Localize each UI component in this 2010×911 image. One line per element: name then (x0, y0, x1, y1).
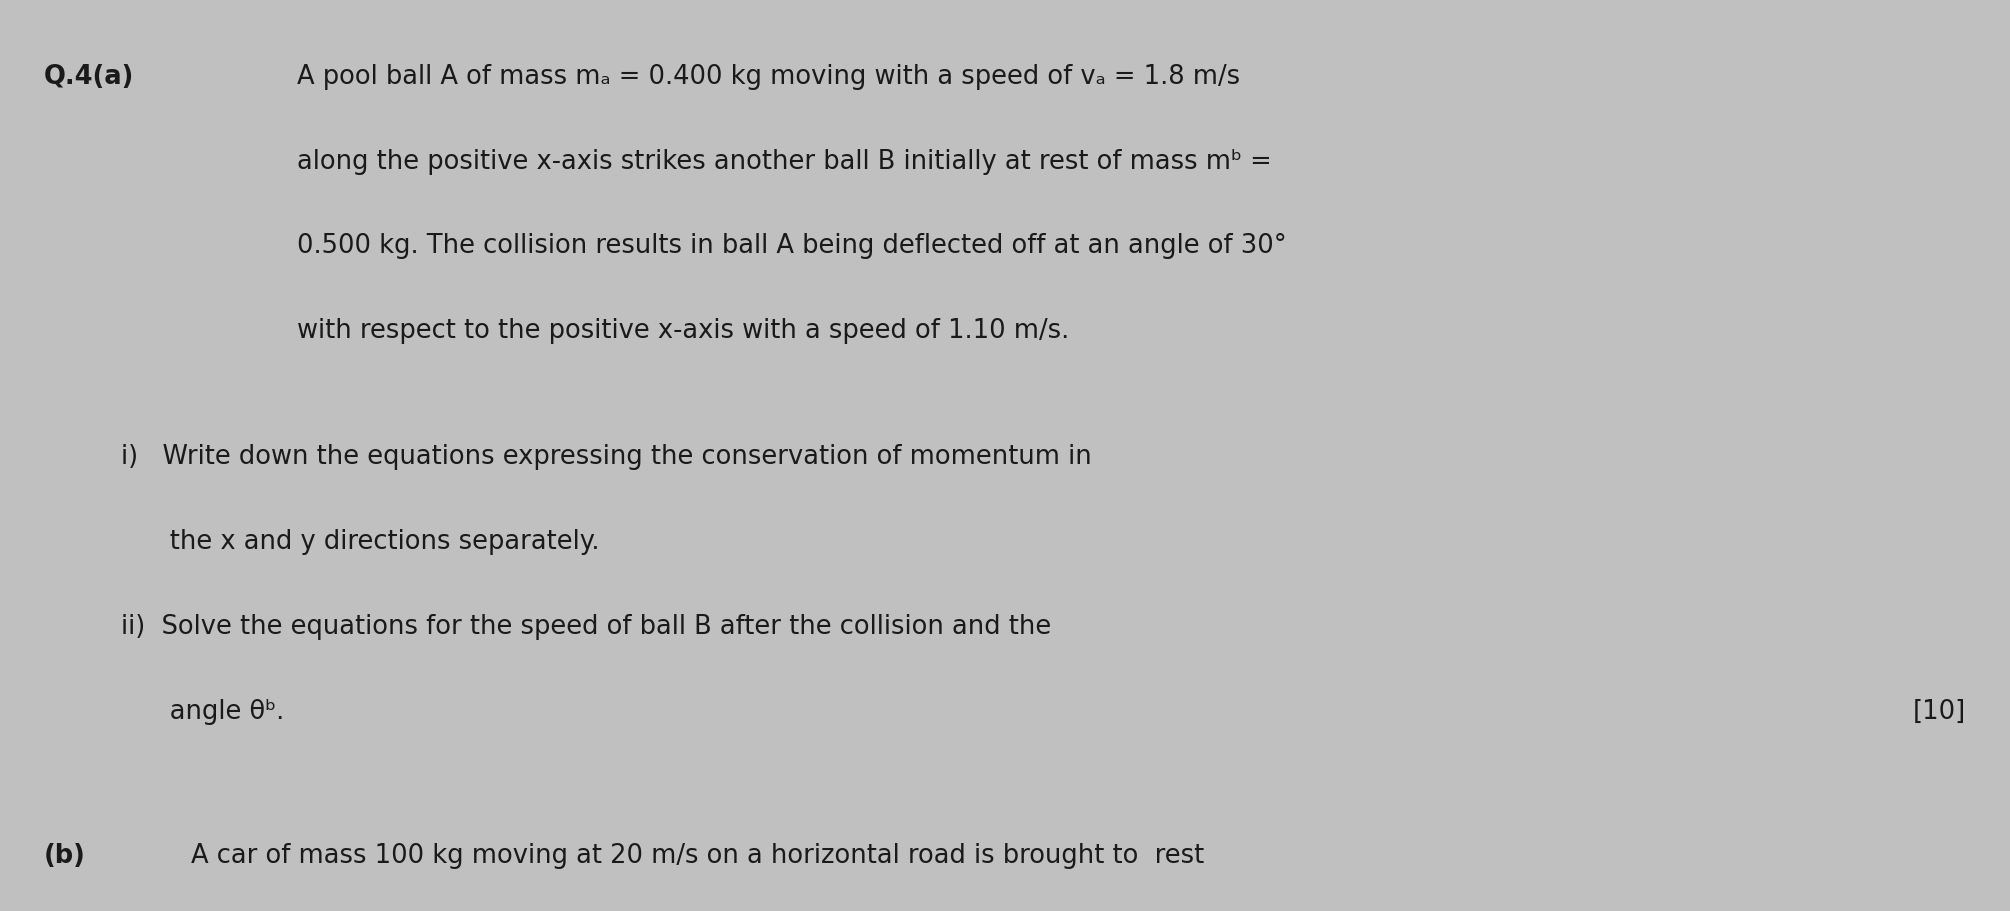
Text: the x and y directions separately.: the x and y directions separately. (121, 528, 599, 555)
Text: 0.500 kg. The collision results in ball A being deflected off at an angle of 30°: 0.500 kg. The collision results in ball … (297, 233, 1286, 260)
Text: with respect to the positive x-axis with a speed of 1.10 m/s.: with respect to the positive x-axis with… (297, 318, 1069, 344)
Text: angle θᵇ.: angle θᵇ. (121, 698, 283, 724)
Text: (b): (b) (44, 842, 86, 868)
Text: along the positive x-axis strikes another ball B initially at rest of mass mᵇ =: along the positive x-axis strikes anothe… (297, 148, 1272, 175)
Text: Q.4(a): Q.4(a) (44, 64, 135, 90)
Text: A pool ball A of mass mₐ = 0.400 kg moving with a speed of vₐ = 1.8 m/s: A pool ball A of mass mₐ = 0.400 kg movi… (297, 64, 1240, 90)
Text: A car of mass 100 kg moving at 20 m/s on a horizontal road is brought to  rest: A car of mass 100 kg moving at 20 m/s on… (191, 842, 1204, 868)
Text: i)   Write down the equations expressing the conservation of momentum in: i) Write down the equations expressing t… (121, 444, 1091, 470)
Text: ii)  Solve the equations for the speed of ball B after the collision and the: ii) Solve the equations for the speed of… (121, 613, 1051, 640)
Text: [10]: [10] (1914, 698, 1966, 724)
